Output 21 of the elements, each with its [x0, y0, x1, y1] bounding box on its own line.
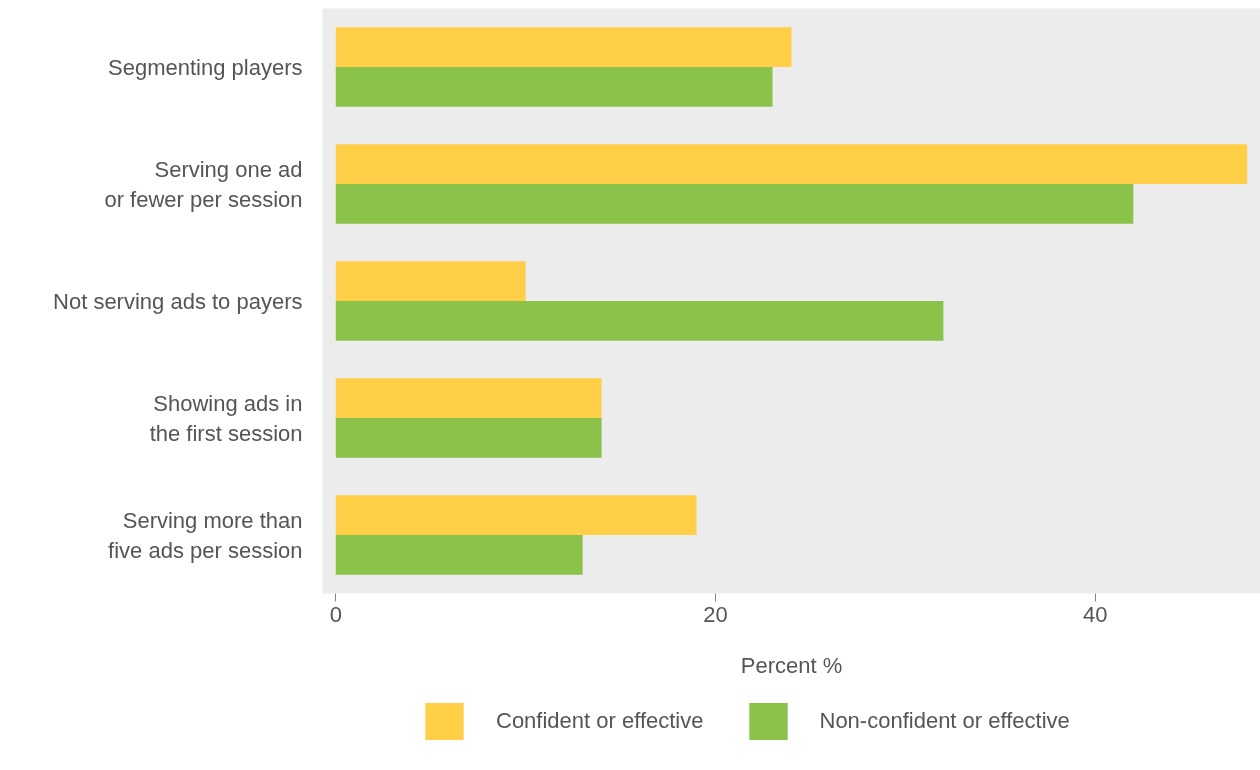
y-tick-label: Serving more than five ads per session — [108, 507, 303, 563]
x-tick-label: 40 — [1083, 601, 1108, 627]
y-tick-label: Serving one ad or fewer per session — [104, 156, 303, 212]
x-tick-label: 20 — [703, 601, 728, 627]
bar — [335, 301, 944, 341]
bar — [335, 67, 773, 107]
bar — [335, 378, 602, 418]
bar — [335, 144, 1248, 184]
bar — [335, 418, 602, 458]
bar — [335, 184, 1134, 224]
bar — [335, 495, 697, 535]
y-tick-label: Showing ads in the first session — [149, 390, 303, 446]
legend-label: Non-confident or effective — [819, 708, 1070, 734]
bar — [335, 261, 526, 301]
legend-label: Confident or effective — [496, 708, 704, 734]
y-tick-label: Segmenting players — [108, 54, 303, 80]
x-tick-label: 0 — [329, 601, 342, 627]
x-axis-title: Percent % — [740, 652, 843, 678]
y-tick-label: Not serving ads to payers — [53, 288, 303, 314]
bar — [335, 535, 583, 575]
bar — [335, 27, 792, 67]
